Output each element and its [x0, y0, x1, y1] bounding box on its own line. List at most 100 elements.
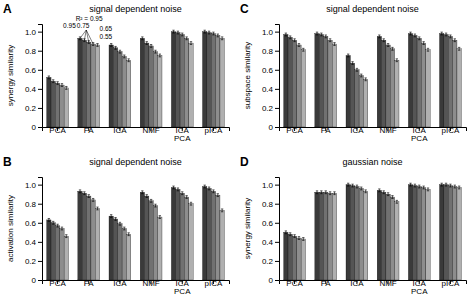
y-tick-label: 0 — [269, 123, 274, 132]
y-tick-mark — [275, 108, 279, 109]
bar — [122, 229, 126, 281]
bar — [203, 32, 207, 127]
error-bar — [316, 191, 318, 194]
error-bar — [351, 184, 353, 187]
bar — [220, 38, 224, 127]
x-tick-label: ICAPCA — [411, 279, 428, 296]
bar — [457, 187, 461, 280]
error-bar — [123, 55, 125, 58]
bar — [288, 37, 292, 127]
x-axis-line — [43, 128, 230, 132]
y-axis: 00.20.40.60.81.0 — [262, 25, 280, 133]
bar — [47, 220, 51, 280]
error-bar — [114, 46, 116, 49]
error-bar — [123, 227, 125, 230]
bar — [113, 219, 117, 280]
error-bar — [159, 54, 161, 57]
annotation-line — [86, 30, 93, 44]
error-bar — [387, 193, 389, 196]
error-bar — [418, 185, 420, 188]
y-tick-label: 0.2 — [262, 104, 274, 113]
bar — [60, 229, 64, 281]
error-bar — [458, 47, 460, 50]
error-bar — [364, 78, 366, 81]
error-bar — [221, 37, 223, 40]
bar — [55, 83, 59, 127]
error-bar — [329, 39, 331, 42]
y-axis-title: synergy similarity — [243, 198, 252, 259]
error-bar — [360, 187, 362, 190]
bar — [288, 234, 292, 280]
error-bar — [221, 209, 223, 212]
error-bar — [356, 185, 358, 188]
y-axis: 00.20.40.60.81.0 — [25, 178, 43, 286]
y-tick-label: 0.8 — [25, 47, 37, 56]
error-bar — [356, 68, 358, 71]
bar — [176, 189, 180, 280]
y-tick: 0.2 — [262, 104, 279, 113]
bar — [126, 60, 130, 127]
y-tick-label: 1.0 — [262, 28, 274, 37]
x-tick-label-line: ICA — [113, 126, 127, 135]
bar — [413, 35, 417, 127]
panel-title: gaussian noise — [342, 157, 402, 167]
x-tick-label-line: FA — [321, 126, 331, 135]
bar — [64, 236, 68, 280]
y-tick-mark — [275, 127, 279, 128]
bar — [51, 223, 55, 280]
x-tick-label-line: NMF — [142, 126, 159, 135]
error-bar — [150, 199, 152, 202]
bar — [301, 239, 305, 280]
bar — [126, 234, 130, 280]
annotation-line — [84, 30, 86, 40]
bar — [180, 193, 184, 280]
error-bar — [445, 33, 447, 36]
bar — [413, 186, 417, 280]
bar — [203, 187, 207, 280]
bar — [421, 43, 425, 127]
bar — [158, 217, 162, 280]
error-bar — [449, 184, 451, 187]
y-tick: 1.0 — [262, 181, 279, 190]
x-tick-label-line: NMF — [379, 126, 396, 135]
y-tick-label: 0.6 — [25, 219, 37, 228]
y-tick-label: 0.2 — [262, 257, 274, 266]
y-tick-label: 0.6 — [262, 219, 274, 228]
x-tick-label: pICA — [442, 279, 460, 288]
x-tick-label-line: FA — [321, 279, 331, 288]
x-tick: ICAPCA — [174, 279, 191, 296]
error-bar — [52, 221, 54, 224]
y-tick: 0.8 — [262, 47, 279, 56]
y-tick-mark — [275, 185, 279, 186]
error-bar — [65, 235, 67, 238]
bar — [82, 193, 86, 280]
panel-title: signal dependent noise — [326, 4, 419, 14]
bar — [118, 52, 122, 127]
bar — [47, 77, 51, 127]
bar — [297, 238, 301, 280]
y-tick: 0.4 — [25, 85, 42, 94]
x-tick-label: ICAPCA — [174, 126, 191, 143]
bar — [315, 34, 319, 127]
y-tick-mark — [275, 280, 279, 281]
panel-label: A — [3, 2, 12, 16]
x-tick: PCA — [286, 279, 303, 288]
y-tick-label: 0.2 — [25, 257, 37, 266]
error-bar — [383, 191, 385, 194]
bar — [377, 36, 381, 127]
bar — [324, 192, 328, 280]
bar — [355, 187, 359, 280]
error-bar — [316, 32, 318, 35]
bar — [145, 43, 149, 127]
error-bar — [378, 189, 380, 192]
error-bar — [440, 32, 442, 35]
bar — [60, 85, 64, 127]
bar — [95, 208, 99, 280]
bar — [395, 60, 399, 127]
y-axis-line — [38, 25, 43, 128]
bar — [211, 34, 215, 127]
panel-title: signal dependent noise — [89, 4, 182, 14]
error-bar — [177, 188, 179, 191]
bar — [421, 187, 425, 280]
y-tick-mark — [275, 89, 279, 90]
